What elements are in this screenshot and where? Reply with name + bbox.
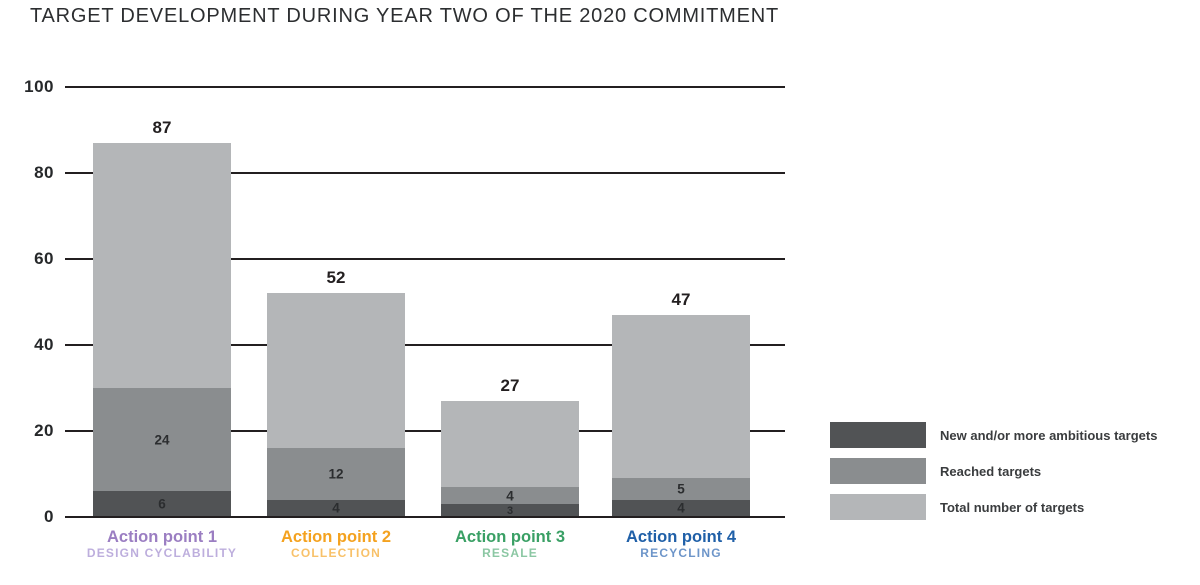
- legend: New and/or more ambitious targets Reached…: [830, 422, 1157, 530]
- gridline: [65, 172, 785, 174]
- category-label: Action point 4: [626, 528, 736, 546]
- gridline: [65, 86, 785, 88]
- y-tick-label: 100: [24, 77, 54, 96]
- gridline: [65, 258, 785, 260]
- new-value-label: 4: [332, 500, 340, 516]
- chart-title: TARGET DEVELOPMENT DURING YEAR TWO OF TH…: [30, 5, 780, 27]
- reached-value-label: 12: [328, 466, 344, 482]
- category-sublabel: COLLECTION: [291, 546, 381, 560]
- legend-swatch: [830, 422, 926, 448]
- category-sublabel: RECYCLING: [640, 546, 722, 560]
- legend-row: Reached targets: [830, 458, 1157, 484]
- bar-segment-new: [612, 499, 750, 517]
- legend-row: Total number of targets: [830, 494, 1157, 520]
- category-sublabel: RESALE: [482, 546, 538, 560]
- category-label: Action point 3: [455, 528, 565, 546]
- new-value-label: 3: [506, 504, 514, 517]
- y-tick-label: 60: [34, 249, 54, 268]
- total-value-label: 47: [671, 289, 691, 309]
- legend-label: New and/or more ambitious targets: [940, 427, 1158, 443]
- total-value-label: 87: [152, 117, 172, 137]
- bar-segment-new: [267, 499, 405, 517]
- y-tick-label: 20: [34, 421, 54, 440]
- y-tick-label: 80: [34, 163, 54, 182]
- legend-row: New and/or more ambitious targets: [830, 422, 1157, 448]
- category-label: Action point 2: [281, 528, 391, 546]
- legend-swatch: [830, 458, 926, 484]
- y-tick-label: 40: [34, 335, 54, 354]
- legend-label: Total number of targets: [940, 499, 1085, 515]
- y-tick-label: 0: [44, 507, 54, 526]
- bar-segment-new: [441, 504, 579, 517]
- total-value-label: 27: [500, 375, 520, 395]
- category-label: Action point 1: [107, 528, 217, 546]
- new-value-label: 4: [677, 500, 685, 516]
- reached-value-label: 4: [506, 488, 514, 503]
- bar-segment-new: [93, 491, 231, 517]
- reached-value-label: 24: [154, 432, 170, 448]
- legend-swatch: [830, 494, 926, 520]
- total-value-label: 52: [326, 268, 346, 288]
- gridline: [65, 344, 785, 346]
- reached-value-label: 5: [677, 481, 685, 497]
- new-value-label: 6: [158, 496, 166, 512]
- legend-label: Reached targets: [940, 463, 1042, 479]
- gridline: [65, 430, 785, 432]
- gridline: [65, 516, 785, 518]
- category-sublabel: DESIGN CYCLABILITY: [86, 546, 238, 560]
